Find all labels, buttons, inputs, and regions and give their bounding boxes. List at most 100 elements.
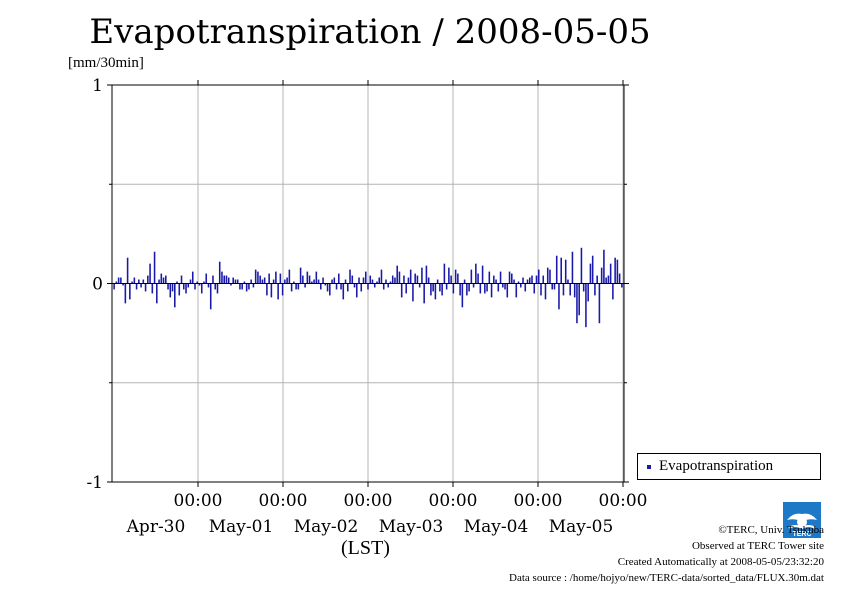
data-bar — [120, 277, 122, 284]
data-bar — [214, 283, 217, 290]
data-bar — [488, 271, 491, 284]
data-bar — [605, 277, 607, 284]
data-bar — [468, 283, 470, 292]
data-bar — [290, 283, 293, 292]
data-bar — [295, 283, 297, 290]
x-tick-time: 00:00 — [514, 491, 563, 511]
data-bar — [470, 269, 473, 284]
data-bar — [457, 273, 459, 284]
x-tick-time: 00:00 — [344, 491, 393, 511]
data-bar — [329, 283, 331, 296]
data-bar — [232, 277, 234, 284]
data-bar — [187, 283, 190, 288]
data-bar — [299, 267, 302, 284]
data-bar — [486, 283, 488, 292]
data-bar — [308, 275, 311, 284]
data-bar — [591, 255, 594, 284]
data-bar — [203, 281, 205, 284]
data-bar — [580, 247, 583, 284]
data-bar — [490, 283, 493, 298]
data-bar — [216, 283, 219, 294]
data-bar — [612, 283, 614, 300]
data-bar — [376, 281, 378, 284]
data-bar — [515, 283, 518, 298]
x-tick-date: May-01 — [209, 517, 274, 537]
data-bar — [162, 277, 165, 284]
data-bar — [403, 275, 405, 284]
data-bar — [576, 283, 578, 324]
data-bar — [535, 275, 538, 284]
credit-observed: Observed at TERC Tower site — [691, 540, 824, 552]
data-bar — [389, 281, 392, 284]
data-bar — [326, 283, 329, 292]
data-bar — [603, 249, 605, 284]
data-bar — [171, 283, 174, 292]
chart-title: Evapotranspiration / 2008-05-05 — [89, 12, 651, 52]
data-bar — [427, 277, 430, 284]
data-bar — [349, 269, 351, 284]
data-bar — [218, 261, 221, 284]
data-bar — [223, 275, 225, 284]
data-bar — [540, 283, 542, 296]
data-bar — [234, 279, 237, 284]
data-bar — [169, 283, 172, 298]
data-bar — [524, 283, 527, 292]
credit-source: Data source : /home/hojyo/new/TERC-data/… — [509, 572, 824, 584]
data-bar — [414, 273, 416, 284]
data-bar — [472, 283, 475, 288]
data-bar — [241, 283, 243, 290]
data-bar — [421, 267, 423, 284]
data-bar — [380, 269, 383, 284]
data-bar — [268, 273, 270, 284]
data-bar — [322, 277, 324, 284]
data-bar — [358, 277, 360, 284]
data-bar — [441, 283, 443, 296]
data-bar — [293, 281, 295, 284]
data-bar — [558, 283, 560, 310]
data-bar — [182, 283, 185, 290]
data-bar — [270, 283, 273, 298]
data-bar — [140, 283, 142, 288]
data-bar — [259, 275, 261, 284]
data-bar — [367, 283, 369, 290]
data-bar — [544, 283, 547, 300]
data-bar — [126, 257, 129, 284]
svg-text:TERC: TERC — [792, 531, 811, 538]
data-bar — [416, 275, 419, 284]
data-bar — [616, 259, 619, 284]
data-bar — [466, 283, 468, 296]
data-bar — [459, 283, 461, 296]
data-bar — [549, 269, 551, 284]
data-bar — [266, 283, 268, 296]
data-bar — [502, 283, 504, 288]
y-unit-label: [mm/30min] — [68, 55, 144, 71]
data-bar — [607, 275, 610, 284]
data-bar — [463, 279, 466, 284]
data-bar — [560, 257, 562, 284]
data-bar — [167, 283, 169, 290]
data-bar — [178, 283, 181, 296]
data-bar — [306, 271, 309, 284]
data-bar — [205, 273, 208, 284]
data-bar — [221, 271, 223, 284]
data-bar — [248, 283, 250, 290]
data-bar — [436, 279, 439, 284]
data-bar — [212, 275, 214, 284]
y-tick-label: 0 — [92, 275, 103, 295]
data-bar — [124, 283, 127, 304]
data-bar — [351, 275, 354, 284]
data-bar — [360, 283, 363, 292]
terc-logo: TERC — [783, 502, 821, 538]
data-bar — [598, 283, 601, 324]
x-tick-date: Apr-30 — [126, 517, 186, 537]
credit-copyright: ©TERC, Univ. Tsukuba — [718, 524, 824, 536]
data-bar — [528, 277, 531, 284]
data-bar — [113, 283, 115, 290]
data-bar — [165, 275, 167, 284]
data-bar — [263, 277, 266, 284]
data-bar — [621, 283, 623, 288]
data-bar — [517, 281, 520, 284]
data-bar — [156, 283, 158, 304]
data-bar — [261, 279, 264, 284]
